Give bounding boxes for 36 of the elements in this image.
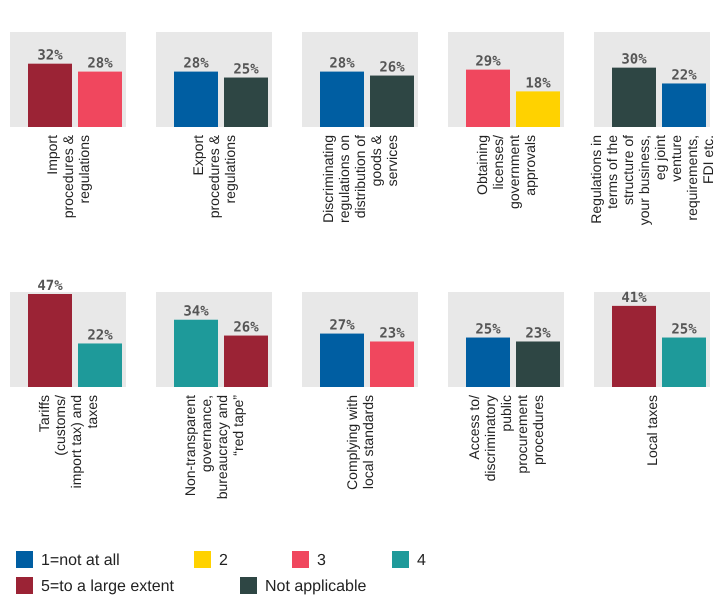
legend-label: 5=to a large extent xyxy=(41,578,175,595)
text: Obtaining licenses/ government approvals xyxy=(474,134,538,209)
data-label: 26% xyxy=(233,320,260,336)
data-label: 23% xyxy=(525,325,552,342)
data-label: 27% xyxy=(329,318,356,334)
text: Non-transparent governance, bureaucracy and “red tape” xyxy=(182,394,246,500)
data-label: 30% xyxy=(621,52,648,68)
data-label: 28% xyxy=(183,56,210,72)
text: Local taxes xyxy=(644,395,660,466)
data-label: 47% xyxy=(37,278,64,294)
legend-label: 3 xyxy=(317,552,326,569)
text: Import procedures & regulations xyxy=(44,134,92,218)
text: Discriminating regulations on distribution of goods & services xyxy=(320,134,400,223)
legend-label: 4 xyxy=(417,552,426,569)
data-label: 41% xyxy=(621,290,648,306)
text: Regulations in terms of the structure of your business, eg joint venture requirements, FDI etc. xyxy=(588,134,716,226)
text: Complying with local standards xyxy=(344,395,376,490)
data-label: 23% xyxy=(379,325,406,342)
data-label: 26% xyxy=(379,60,406,76)
data-label: 28% xyxy=(329,56,356,72)
data-label: 25% xyxy=(671,322,698,338)
data-label: 22% xyxy=(87,327,114,344)
legend-label: 1=not at all xyxy=(41,552,120,569)
data-label: 32% xyxy=(37,48,64,64)
data-label: 25% xyxy=(233,62,260,78)
legend-label: 2 xyxy=(219,552,228,569)
data-label: 18% xyxy=(525,75,552,92)
text: Tariffs (customs/ import tax) and taxes xyxy=(36,394,100,488)
data-label: 34% xyxy=(183,304,210,320)
legend-label: Not applicable xyxy=(265,578,366,595)
data-label: 25% xyxy=(475,322,502,338)
data-label: 28% xyxy=(87,56,114,72)
text: Access to/ discriminatory public procurement procedures xyxy=(466,394,546,482)
data-label: 29% xyxy=(475,54,502,70)
text: Export procedures & regulations xyxy=(190,134,238,218)
data-label: 22% xyxy=(671,67,698,84)
